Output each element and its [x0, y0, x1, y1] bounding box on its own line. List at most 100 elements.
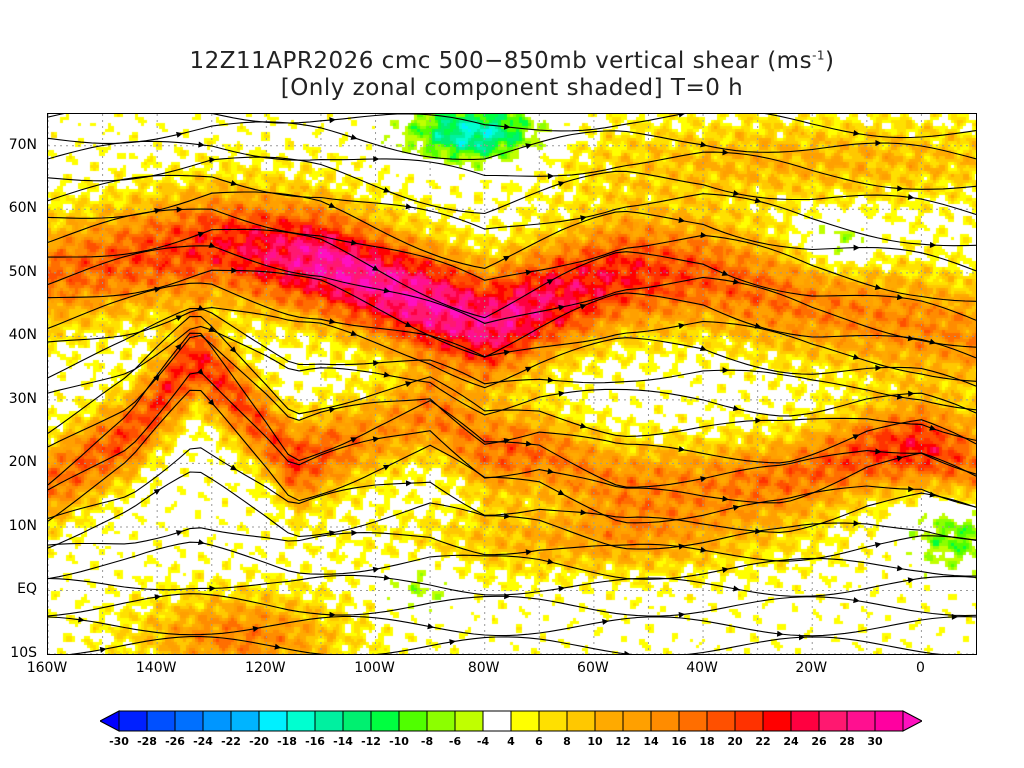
- streamline-arrow-icon: [208, 326, 216, 332]
- streamline-arrow-icon: [383, 464, 391, 471]
- streamline-arrow-icon: [722, 149, 729, 156]
- streamline-arrow-icon: [525, 143, 533, 150]
- streamline-arrow-icon: [678, 217, 686, 224]
- streamline-arrow-icon: [372, 566, 380, 573]
- streamline: [48, 389, 976, 524]
- streamline-arrow-icon: [721, 270, 729, 276]
- streamline-arrow-icon: [449, 639, 456, 646]
- streamline: [48, 282, 976, 382]
- streamline-arrow-icon: [558, 181, 565, 187]
- streamline-arrow-icon: [230, 180, 238, 186]
- streamline: [48, 121, 976, 160]
- colorbar-label: 30: [867, 735, 883, 748]
- streamline-arrow-icon: [896, 393, 904, 400]
- colorbar-label: -16: [305, 735, 325, 748]
- streamline-arrow-icon: [525, 440, 533, 447]
- streamline-arrow-icon: [329, 318, 336, 325]
- streamline-arrow-icon: [175, 530, 183, 536]
- colorbar-label: 24: [783, 735, 799, 748]
- streamline-arrow-icon: [547, 468, 555, 475]
- streamline: [48, 269, 976, 359]
- colorbar-swatch: [510, 710, 540, 732]
- colorbar-label: 8: [563, 735, 571, 748]
- streamline-arrow-icon: [602, 618, 609, 625]
- streamline-arrow-icon: [875, 139, 882, 147]
- streamline-arrow-icon: [722, 567, 729, 574]
- streamline-arrow-icon: [373, 155, 380, 163]
- streamline: [48, 140, 976, 190]
- lat-tick-label: 10N: [8, 517, 37, 534]
- streamline-arrow-icon: [547, 558, 555, 565]
- colorbar-swatch: [734, 710, 764, 732]
- streamline-arrow-icon: [874, 284, 882, 290]
- colorbar-swatch: [678, 710, 708, 732]
- streamline-arrow-icon: [908, 486, 915, 493]
- lon-tick-label: 20W: [795, 660, 828, 676]
- streamline-arrow-icon: [875, 364, 882, 371]
- colorbar-swatch: [314, 710, 344, 732]
- colorbar-swatch: [846, 710, 876, 732]
- streamline-arrow-icon: [853, 244, 860, 251]
- lon-tick-label: 0: [915, 660, 925, 676]
- streamline: [48, 593, 976, 617]
- streamline-arrow-icon: [350, 134, 358, 140]
- colorbar-swatch: [538, 710, 568, 732]
- streamline-arrow-icon: [78, 616, 85, 623]
- streamline: [48, 307, 976, 389]
- streamline-arrow-icon: [405, 381, 413, 387]
- streamline-arrow-icon: [274, 643, 282, 650]
- streamline-arrow-icon: [207, 399, 215, 406]
- streamline: [48, 574, 976, 597]
- colorbar-swatch: [622, 710, 652, 732]
- streamline-arrow-icon: [558, 304, 566, 311]
- streamline-arrow-icon: [852, 434, 860, 440]
- streamline: [48, 208, 976, 302]
- colorbar-swatch: [818, 710, 848, 732]
- streamline-arrow-icon: [154, 208, 162, 214]
- streamline-arrow-icon: [525, 269, 533, 276]
- colorbar-swatch: [202, 710, 232, 732]
- streamline-arrow-icon: [99, 646, 107, 653]
- streamline-arrow-icon: [678, 445, 686, 452]
- lon-tick-label: 120W: [245, 660, 286, 676]
- colorbar-swatch: [454, 710, 484, 732]
- streamline-arrow-icon: [580, 215, 587, 222]
- streamline-arrow-icon: [547, 173, 555, 180]
- streamline-arrow-icon: [372, 436, 380, 443]
- streamline-arrow-icon: [929, 424, 937, 431]
- map-title-line-1: 12Z11APR2026 cmc 500−850mb vertical shea…: [0, 48, 1024, 74]
- lon-tick-label: 160W: [26, 660, 68, 676]
- map-title-line-2: [Only zonal component shaded] T=0 h: [280, 75, 744, 101]
- colorbar-label: -24: [193, 735, 213, 748]
- colorbar-label: 4: [507, 735, 515, 748]
- streamline-arrow-icon: [154, 594, 162, 601]
- streamline-arrow-icon: [732, 405, 740, 412]
- streamline: [48, 615, 976, 637]
- colorbar-label: -14: [333, 735, 353, 748]
- colorbar-swatch: [482, 710, 512, 732]
- streamline-arrow-icon: [350, 437, 358, 443]
- streamline-arrow-icon: [700, 141, 707, 148]
- colorbar-label: -12: [361, 735, 381, 748]
- streamline: [48, 174, 976, 247]
- streamline-arrow-icon: [579, 422, 587, 429]
- colorbar-label: 22: [755, 735, 771, 748]
- streamline-arrow-icon: [503, 255, 511, 262]
- streamline: [48, 325, 976, 417]
- lat-tick-label: 50N: [8, 263, 37, 280]
- streamline: [69, 636, 942, 654]
- streamline-arrow-icon: [678, 611, 686, 618]
- streamline-arrow-icon: [558, 585, 566, 592]
- colorbar-swatch: [286, 710, 316, 732]
- streamline-arrow-icon: [197, 368, 204, 376]
- streamline-arrow-icon: [503, 349, 511, 356]
- streamline-arrow-icon: [231, 267, 238, 274]
- streamline-arrow-icon: [329, 611, 336, 618]
- streamline: [48, 307, 976, 411]
- colorbar-swatch: [370, 710, 400, 732]
- streamline-arrow-icon: [197, 539, 205, 546]
- streamline-arrow-icon: [525, 549, 533, 556]
- colorbar-label: 26: [811, 735, 827, 748]
- shaded-shear-field: [48, 114, 976, 654]
- colorbar-swatch: [174, 710, 204, 732]
